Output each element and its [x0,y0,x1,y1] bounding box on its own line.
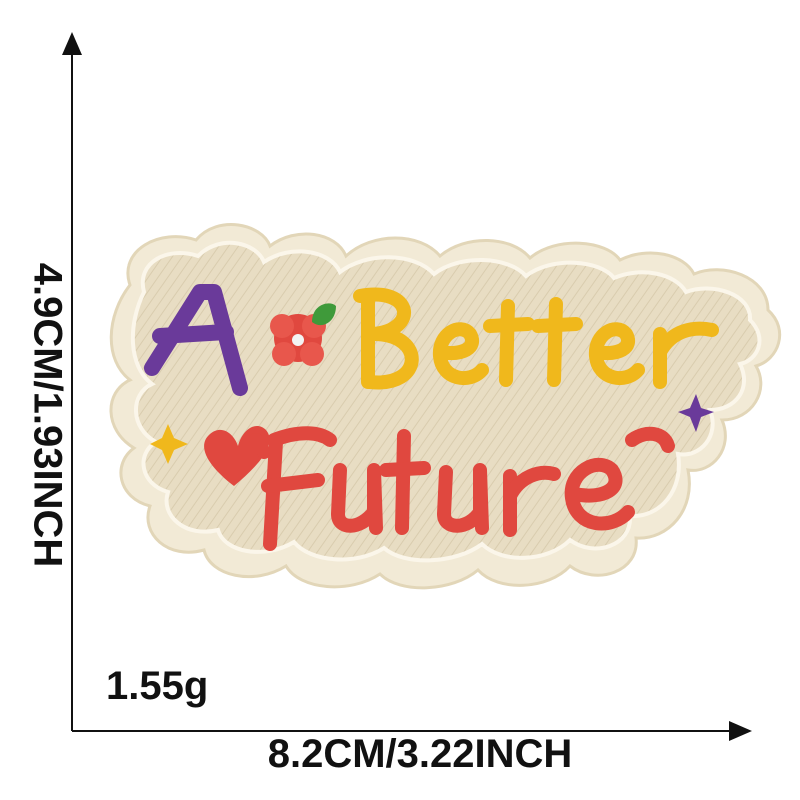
star-purple-icon [678,394,714,432]
weight-label: 1.55g [106,664,209,708]
arrow-up-icon [62,32,82,55]
width-axis [72,721,752,741]
arrow-right-icon [729,721,752,741]
letter-a-graphic [144,284,248,396]
embroidered-patch [109,223,782,590]
flower-icon [270,303,336,366]
better-word-graphic [353,287,719,390]
star-yellow-icon [150,424,188,464]
width-dimension-label: 8.2CM/3.22INCH [267,732,573,776]
future-word-graphic [249,426,675,551]
height-dimension-label: 4.9CM/1.93INCH [25,262,70,568]
height-axis [62,32,82,731]
